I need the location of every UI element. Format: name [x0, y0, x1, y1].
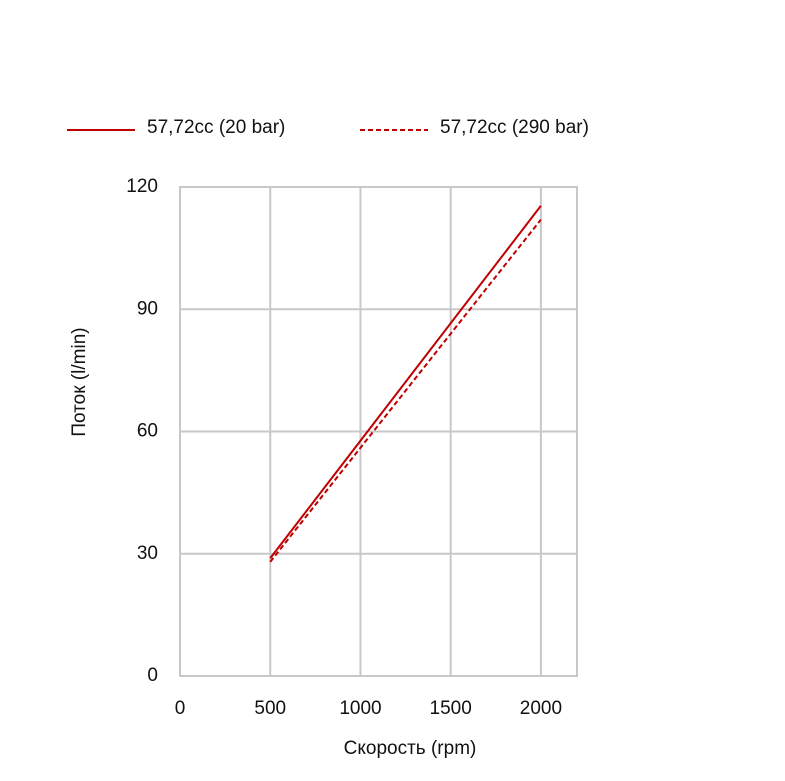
y-tick-label: 60 — [137, 421, 158, 442]
x-tick-label: 500 — [254, 698, 286, 719]
y-tick-label: 30 — [137, 543, 158, 564]
x-axis-label: Скорость (rpm) — [344, 738, 477, 759]
y-tick-label: 0 — [147, 665, 158, 686]
y-tick-label: 90 — [137, 298, 158, 319]
y-axis-label: Поток (l/min) — [69, 327, 90, 436]
series-line — [269, 205, 542, 559]
x-tick-label: 2000 — [520, 698, 562, 719]
legend-label: 57,72cc (20 bar) — [147, 117, 285, 138]
series-line — [269, 218, 542, 563]
x-tick-label: 1000 — [339, 698, 381, 719]
x-tick-label: 0 — [175, 698, 186, 719]
legend-label: 57,72cc (290 bar) — [440, 117, 589, 138]
x-tick-label: 1500 — [430, 698, 472, 719]
y-tick-label: 120 — [126, 176, 158, 197]
